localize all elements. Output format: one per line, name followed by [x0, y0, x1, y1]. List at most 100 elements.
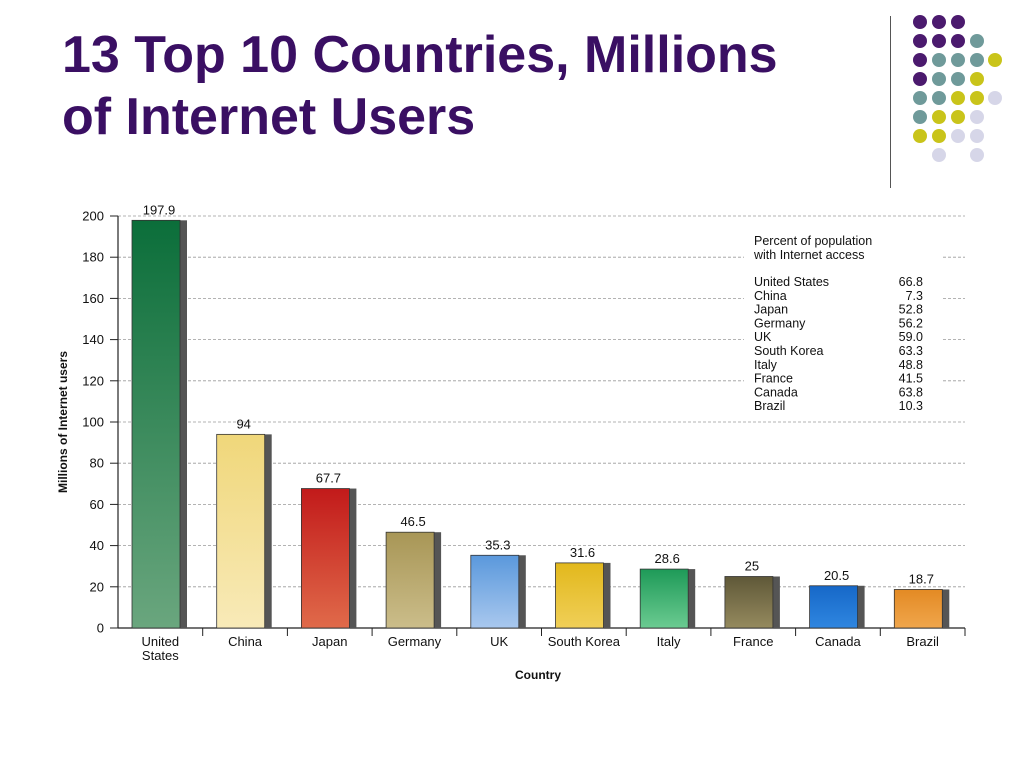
bar-value-label: 31.6 — [570, 545, 595, 560]
x-tick-label: Canada — [815, 634, 861, 649]
bar-value-label: 18.7 — [909, 571, 934, 586]
decor-dot — [913, 129, 927, 143]
decor-dot — [970, 148, 984, 162]
bar-italy — [639, 568, 689, 629]
inset-country: UK — [754, 330, 772, 344]
inset-percent: 7.3 — [906, 289, 923, 303]
inset-country: United States — [754, 275, 829, 289]
slide-title: 13 Top 10 Countries, Millions of Interne… — [62, 24, 862, 148]
bar-value-label: 28.6 — [655, 551, 680, 566]
bar-shadow — [688, 569, 696, 628]
decor-dot — [932, 148, 946, 162]
inset-country: Brazil — [754, 399, 785, 413]
bar-value-label: 46.5 — [400, 514, 425, 529]
bar-shadow — [518, 555, 526, 628]
inset-percent: 10.3 — [899, 399, 923, 413]
bar-value-label: 25 — [745, 559, 759, 574]
bar-shadow — [434, 532, 442, 628]
decor-dot — [951, 34, 965, 48]
inset-country: South Korea — [754, 344, 824, 358]
y-tick-label: 180 — [82, 250, 104, 265]
decor-dot — [951, 15, 965, 29]
bar-value-label: 94 — [236, 416, 250, 431]
inset-country: China — [754, 289, 787, 303]
inset-percent: 59.0 — [899, 330, 923, 344]
bar-japan — [300, 488, 350, 629]
y-tick-label: 80 — [90, 456, 104, 471]
x-tick-label: Japan — [312, 634, 347, 649]
slide-title-line-1: 13 Top 10 Countries, Millions — [62, 26, 778, 84]
decor-dot — [913, 53, 927, 67]
bar-shadow — [857, 585, 865, 628]
bar-shadow — [942, 589, 950, 628]
decor-dot — [970, 129, 984, 143]
inset-percent: 63.8 — [899, 385, 923, 399]
x-tick-label: United — [142, 634, 180, 649]
bar-brazil — [893, 589, 943, 629]
x-tick-label: UK — [490, 634, 508, 649]
inset-title-line-2: with Internet access — [753, 248, 864, 262]
inset-percent: 41.5 — [899, 372, 923, 386]
y-tick-label: 160 — [82, 291, 104, 306]
x-tick-label: Brazil — [906, 634, 939, 649]
bar-value-label: 197.9 — [143, 202, 176, 217]
decor-dot — [932, 72, 946, 86]
y-tick-label: 40 — [90, 538, 104, 553]
decor-dot — [913, 72, 927, 86]
x-tick-label: China — [228, 634, 263, 649]
decor-dot — [988, 91, 1002, 105]
inset-percent: 63.3 — [899, 344, 923, 358]
decor-dot — [932, 129, 946, 143]
decor-dot — [970, 91, 984, 105]
bar-uk — [470, 554, 520, 629]
y-tick-label: 120 — [82, 373, 104, 388]
x-axis-title: Country — [515, 668, 561, 682]
inset-percent: 56.2 — [899, 316, 923, 330]
y-axis-title: Millions of Internet users — [56, 351, 70, 493]
decor-dot — [970, 53, 984, 67]
y-tick-label: 140 — [82, 332, 104, 347]
y-tick-label: 200 — [82, 209, 104, 224]
decor-dot — [951, 91, 965, 105]
inset-title-line-1: Percent of population — [754, 234, 872, 248]
inset-country: Germany — [754, 316, 806, 330]
bar-united-states — [131, 219, 181, 629]
decor-dot — [932, 110, 946, 124]
decor-dot — [951, 129, 965, 143]
decor-dot — [913, 34, 927, 48]
inset-country: Canada — [754, 385, 798, 399]
x-tick-label: States — [142, 648, 179, 663]
bar-value-label: 35.3 — [485, 537, 510, 552]
title-divider-line — [890, 16, 891, 188]
decor-dot — [932, 53, 946, 67]
bar-shadow — [180, 220, 187, 629]
x-tick-label: Germany — [388, 634, 442, 649]
decor-dot — [951, 110, 965, 124]
inset-percent: 66.8 — [899, 275, 923, 289]
slide-title-line-2: of Internet Users — [62, 88, 476, 146]
decor-dot — [951, 53, 965, 67]
decor-dot — [913, 91, 927, 105]
y-tick-label: 20 — [90, 579, 104, 594]
decor-dot — [970, 34, 984, 48]
inset-box — [744, 228, 942, 418]
bar-germany — [385, 531, 435, 629]
decor-dot — [913, 110, 927, 124]
decor-dot — [970, 110, 984, 124]
y-tick-label: 100 — [82, 415, 104, 430]
bar-value-label: 20.5 — [824, 568, 849, 583]
bar-south-korea — [555, 562, 604, 629]
bar-shadow — [603, 562, 611, 628]
bar-canada — [809, 585, 858, 629]
inset-country: Italy — [754, 358, 778, 372]
decor-dot — [932, 34, 946, 48]
decor-dot — [913, 15, 927, 29]
bar-shadow — [349, 488, 357, 628]
bar-value-label: 67.7 — [316, 471, 341, 486]
y-tick-label: 60 — [90, 497, 104, 512]
x-tick-label: Italy — [657, 634, 681, 649]
bar-china — [216, 433, 266, 629]
decor-dot — [988, 53, 1002, 67]
bar-france — [724, 576, 774, 629]
